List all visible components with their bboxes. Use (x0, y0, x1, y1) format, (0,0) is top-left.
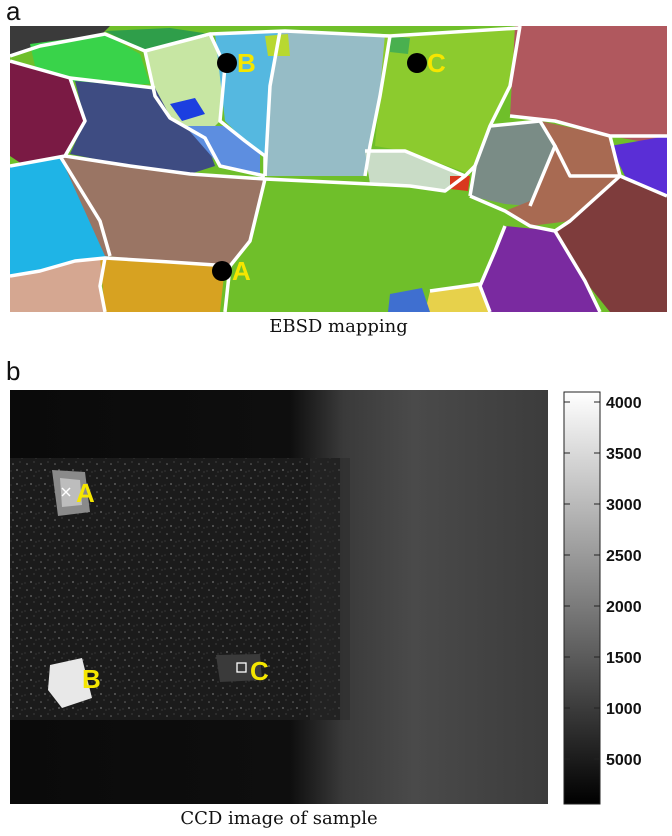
grain (30, 34, 150, 86)
grain (388, 288, 430, 312)
point-c-label: C (427, 48, 446, 78)
grain (390, 36, 410, 54)
grain (265, 31, 390, 176)
point-a-label: A (232, 256, 251, 286)
grain (610, 136, 667, 196)
grain (510, 26, 667, 146)
feature-c (216, 654, 262, 682)
feature-b (48, 658, 92, 708)
panel-b-letter: b (6, 356, 21, 386)
grain (70, 81, 215, 174)
grain (10, 258, 105, 312)
ccd-image (10, 390, 548, 804)
grain (470, 121, 555, 206)
point-c-marker: C (407, 48, 446, 78)
grain (10, 61, 85, 166)
panel-b-caption: CCD image of sample (180, 808, 378, 829)
grain-boundaries (10, 26, 667, 312)
point-a-cross-marker: A (61, 478, 95, 508)
ccd-point-a-label: A (76, 478, 95, 508)
ebsd-markers: A B C (212, 48, 446, 286)
colorbar-tick-label: 3000 (606, 497, 642, 514)
ccd-point-b-label: B (82, 664, 101, 694)
colorbar-tick-label: 4000 (606, 395, 642, 412)
colorbar-tick-label: 1000 (606, 701, 642, 718)
panel-a-letter: a (6, 0, 21, 26)
ccd-point-c-label: C (250, 656, 269, 686)
point-b-marker: B (217, 48, 256, 78)
colorbar-tick-label: 2500 (606, 548, 642, 565)
colorbar-gradient (563, 391, 601, 805)
colorbar-tick-label: 3500 (606, 446, 642, 463)
colorbar-ticks: 4000 3500 3000 2500 2000 1500 1000 5000 (564, 395, 642, 769)
colorbar: 4000 3500 3000 2500 2000 1500 1000 5000 (563, 391, 642, 805)
grain (100, 258, 225, 312)
panel-a-caption: EBSD mapping (269, 316, 408, 337)
grain (170, 98, 205, 121)
colorbar-tick-label: 5000 (606, 752, 642, 769)
point-c-square-marker: C (236, 656, 269, 686)
grain (145, 36, 225, 136)
colorbar-tick-label: 1500 (606, 650, 642, 667)
grain (60, 156, 265, 266)
colorbar-tick-label: 2000 (606, 599, 642, 616)
grain (365, 151, 465, 191)
ccd-image-svg (10, 390, 548, 804)
point-b-marker-ccd: B (82, 664, 101, 694)
point-b-label: B (237, 48, 256, 78)
feature-a-inner (60, 478, 82, 507)
point-a-marker: A (212, 256, 251, 286)
grain (480, 226, 600, 312)
grain (10, 156, 110, 276)
grain (450, 176, 470, 191)
